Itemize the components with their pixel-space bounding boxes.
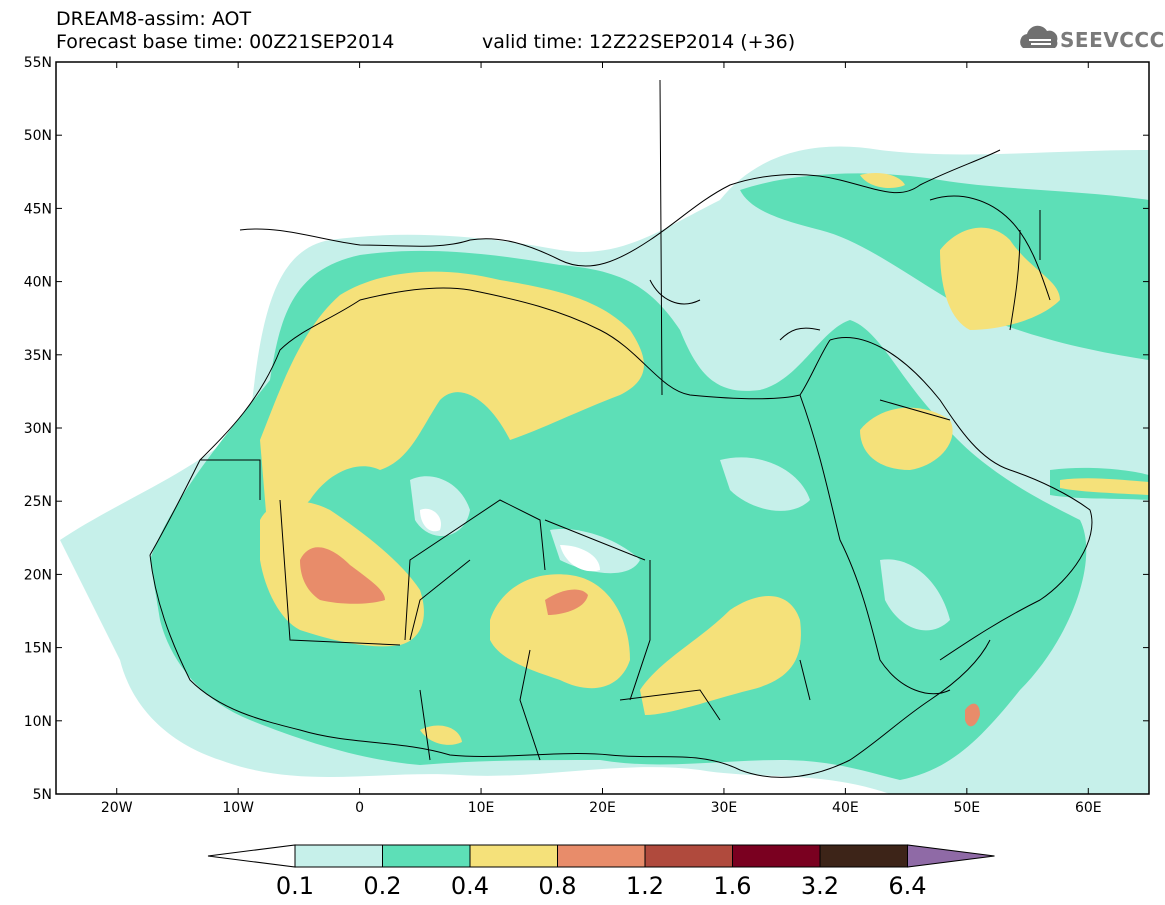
logo-text: SEEVCCC: [1060, 28, 1165, 52]
lat-label: 25N: [24, 494, 52, 510]
lon-label: 10E: [468, 800, 495, 816]
valid-time: valid time: 12Z22SEP2014 (+36): [482, 31, 796, 53]
lon-label: 30E: [711, 800, 738, 816]
colorbar-label: 3.2: [801, 872, 839, 900]
lon-label: 50E: [953, 800, 980, 816]
aot-contour-0.8: [300, 547, 385, 604]
coastlines: [149, 79, 1093, 778]
colorbar-label: 1.2: [626, 872, 664, 900]
colorbar-label: 0.2: [363, 872, 401, 900]
colorbar-arrow-high: [907, 844, 995, 868]
colorbar-arrow-low: [207, 844, 296, 868]
aot-contour-0.4: [260, 271, 644, 560]
lat-label: 10N: [24, 714, 52, 730]
colorbar: 0.1 0.2 0.4 0.8 1.2 1.6 3.2 6.4: [207, 844, 995, 900]
colorbar-label: 0.4: [451, 872, 489, 900]
lat-label: 20N: [24, 567, 52, 583]
colorbar-box: [557, 844, 646, 868]
lat-label: 40N: [24, 275, 52, 291]
lat-label: 50N: [24, 128, 52, 144]
map-title: DREAM8-assim: AOT: [56, 8, 252, 30]
lon-label: 40E: [832, 800, 859, 816]
axis-ticks: 20W 10W 0 10E 20E 30E 40E 50E 60E 55N 50N 45N 40N 35N…: [24, 55, 1149, 816]
lat-label: 5N: [33, 787, 52, 803]
colorbar-box: [819, 844, 908, 868]
forecast-base-time: Forecast base time: 00Z21SEP2014: [56, 31, 395, 53]
colorbar-box: [644, 844, 733, 868]
lat-label: 55N: [24, 55, 52, 71]
lon-label: 20W: [101, 800, 133, 816]
cloud-icon: [1020, 25, 1058, 48]
lon-label: 0: [355, 800, 364, 816]
colorbar-label: 0.8: [538, 872, 576, 900]
lon-label: 20E: [589, 800, 616, 816]
lat-label: 30N: [24, 421, 52, 437]
colorbar-box: [382, 844, 471, 868]
colorbar-box: [732, 844, 821, 868]
colorbar-label: 1.6: [713, 872, 751, 900]
colorbar-box: [294, 844, 383, 868]
aot-field: [56, 62, 1149, 794]
lat-label: 45N: [24, 201, 52, 217]
lat-label: 35N: [24, 348, 52, 364]
lat-label: 15N: [24, 641, 52, 657]
lon-label: 60E: [1075, 800, 1102, 816]
colorbar-label: 6.4: [888, 872, 926, 900]
colorbar-label: 0.1: [276, 872, 314, 900]
lon-label: 10W: [222, 800, 254, 816]
colorbar-box: [469, 844, 558, 868]
